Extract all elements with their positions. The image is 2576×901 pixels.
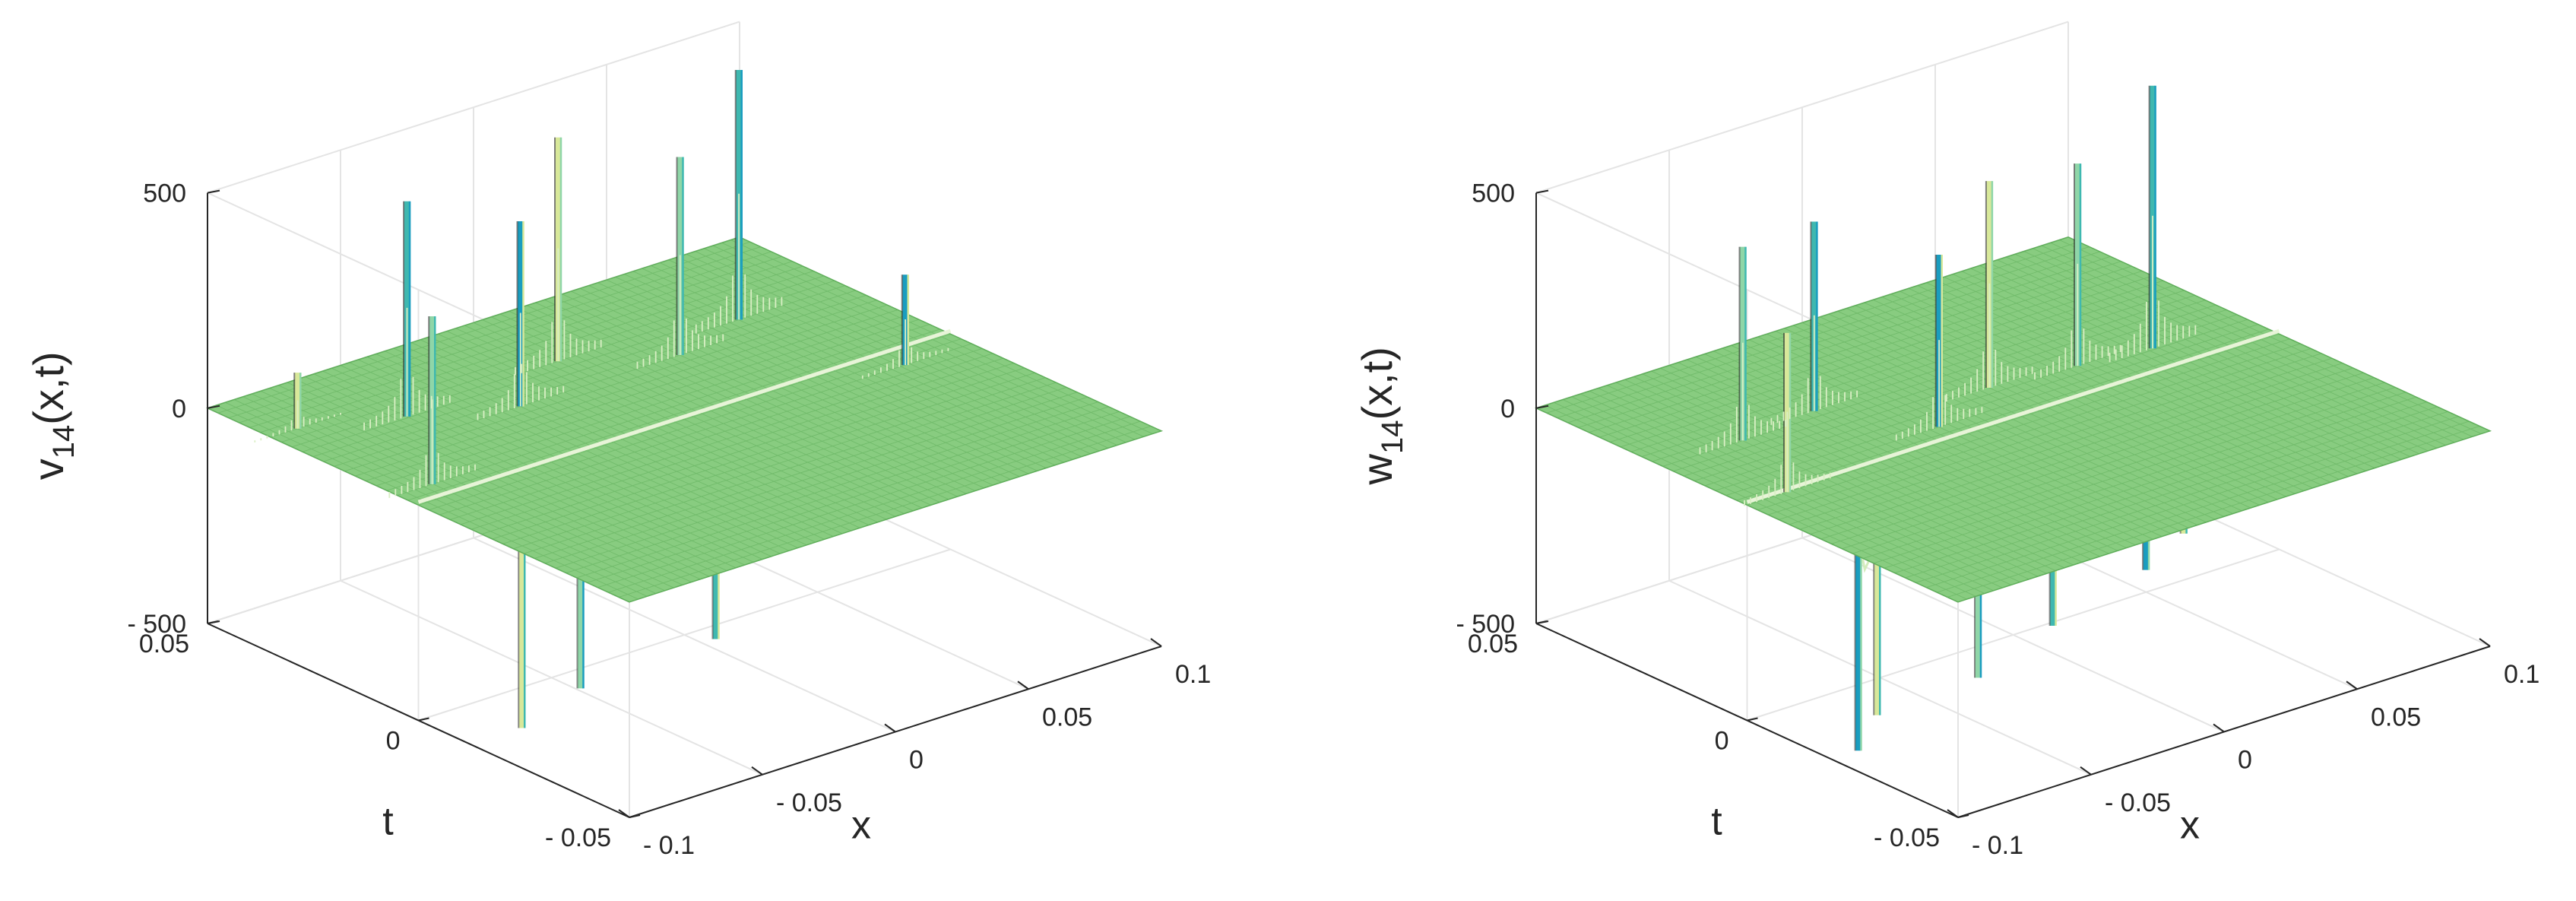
grid-line [418,548,951,722]
z-tick-label: - 500 [128,610,187,639]
z-tick-label: 0 [172,395,186,424]
t-tick-label: - 0.05 [545,823,611,852]
t-tick-label: 0.05 [139,630,189,658]
z-tick-label: 0 [1500,395,1515,424]
surface [205,236,1164,603]
spike [636,157,724,370]
x-tick-label: 0.1 [2504,660,2540,689]
z-tick [207,404,220,409]
x-tick [751,766,763,776]
t-tick [1747,717,1758,722]
surface [1534,236,2492,603]
x-tick-label: - 0.1 [1972,831,2023,860]
x-tick-label: 0.1 [1175,660,1211,689]
z-tick-label: 500 [143,179,186,208]
t-tick [629,814,641,818]
x-tick-label: - 0.05 [776,788,842,817]
spike [1699,246,1787,455]
axes: - 500 0 500 - 0.05 0 0.05 - 0.1 - 0.05 0 0.05 0.1 x… [1353,179,2540,860]
spike [254,373,341,443]
spike [515,137,602,376]
t-tick-label: - 0.05 [1874,823,1940,852]
x-axis-label: x [851,804,871,848]
t-tick-label: 0.05 [1468,630,1518,658]
spike [2109,85,2197,363]
panel-v14: - 500 0 500 - 0.05 0 0.05 - 0.1 - 0.05 0 0.05 0.1 x… [24,21,1211,860]
grid-line [1747,548,2280,722]
t-axis-label: t [382,800,394,844]
x-tick-label: - 0.05 [2105,788,2171,817]
grid-line [1535,21,2069,194]
spike [695,70,783,334]
ridge-line [1746,328,2280,504]
x-tick-label: - 0.1 [643,831,695,860]
x-tick-label: 0 [909,746,924,775]
z-tick [207,189,220,194]
spike [2034,163,2121,380]
spike [477,220,565,420]
x-tick [1017,681,1029,690]
z-tick [1535,189,1549,194]
x-tick [1150,638,1162,647]
z-tick-label: 500 [1472,179,1515,208]
z-tick [1535,404,1549,409]
x-tick [2479,638,2491,647]
spikes-up [1699,85,2197,506]
panel-w14: - 500 0 500 - 0.05 0 0.05 - 0.1 - 0.05 0 0.05 0.1 x… [1353,21,2540,860]
t-axis-label: t [1711,800,1722,844]
t-tick [207,620,219,624]
x-tick [2346,681,2358,690]
x-axis-label: x [2180,804,2200,848]
x-tick [2080,766,2092,776]
x-tick [2213,723,2225,733]
t-tick-label: 0 [386,727,401,756]
spikes-up [254,70,949,498]
t-tick [1957,814,1969,818]
spike [1770,221,1858,425]
spike [363,201,451,430]
axes: - 500 0 500 - 0.05 0 0.05 - 0.1 - 0.05 0 0.05 0.1 x… [24,179,1211,860]
t-tick [1535,620,1548,624]
x-tick [618,809,630,818]
z-axis-label: w14(x,t) [1353,347,1409,485]
spike [1946,181,2033,401]
spike [861,274,949,379]
spike [1895,254,1983,441]
x-tick-label: 0 [2238,746,2252,775]
x-tick [884,723,896,733]
z-axis-label: v14(x,t) [24,351,81,480]
ridge-line [417,328,952,504]
z-tick-label: - 500 [1456,610,1516,639]
x-tick [1947,809,1959,818]
x-tick-label: 0.05 [2371,703,2421,731]
grid-line [207,21,740,194]
t-tick [418,717,429,722]
x-tick-label: 0.05 [1042,703,1092,731]
t-tick-label: 0 [1715,727,1729,756]
